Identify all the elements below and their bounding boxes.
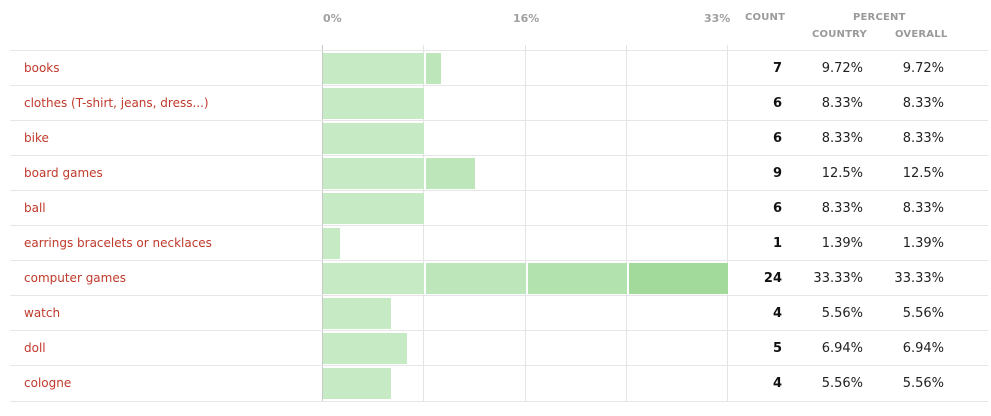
bar-segment (323, 228, 340, 259)
axis-tick-label: 0% (323, 12, 342, 25)
count-value: 7 (772, 61, 782, 76)
overall-percent-value: 5.56% (902, 376, 944, 391)
bar[interactable] (323, 53, 442, 84)
country-percent-value: 1.39% (821, 236, 863, 251)
bar-segment (323, 88, 425, 119)
table-row: bike 6 8.33% 8.33% (10, 120, 988, 156)
country-column-header: COUNTRY (812, 29, 867, 40)
table-row: ball 6 8.33% 8.33% (10, 190, 988, 226)
overall-percent-value: 8.33% (902, 201, 944, 216)
bar[interactable] (323, 193, 425, 224)
country-percent-value: 8.33% (821, 201, 863, 216)
category-label[interactable]: board games (24, 166, 103, 180)
count-value: 9 (772, 166, 782, 181)
country-percent-value: 8.33% (821, 131, 863, 146)
table-row: board games 9 12.5% 12.5% (10, 155, 988, 191)
axis-line (322, 45, 323, 401)
category-label[interactable]: clothes (T-shirt, jeans, dress...) (24, 96, 209, 110)
overall-percent-value: 9.72% (902, 61, 944, 76)
count-value: 4 (772, 376, 782, 391)
count-value: 1 (772, 236, 782, 251)
bar[interactable] (323, 228, 340, 259)
country-percent-value: 12.5% (821, 166, 863, 181)
bar[interactable] (323, 123, 425, 154)
overall-percent-value: 33.33% (894, 271, 944, 286)
bar[interactable] (323, 333, 408, 364)
overall-percent-value: 8.33% (902, 131, 944, 146)
gridline (727, 45, 728, 401)
table-row: earrings bracelets or necklaces 1 1.39% 1.3… (10, 225, 988, 261)
bar-segment (323, 298, 391, 329)
category-label[interactable]: ball (24, 201, 46, 215)
overall-percent-value: 1.39% (902, 236, 944, 251)
category-label[interactable]: doll (24, 341, 46, 355)
overall-percent-value: 12.5% (902, 166, 944, 181)
bar-segment (323, 368, 391, 399)
table-row: watch 4 5.56% 5.56% (10, 295, 988, 331)
category-label[interactable]: watch (24, 306, 61, 320)
category-label[interactable]: cologne (24, 376, 72, 390)
count-value: 6 (772, 201, 782, 216)
bar[interactable] (323, 263, 728, 294)
table-row: cologne 4 5.56% 5.56% (10, 365, 988, 402)
bar-segment (323, 263, 425, 294)
bar-segment (426, 53, 442, 84)
count-value: 5 (772, 341, 782, 356)
table-row: doll 5 6.94% 6.94% (10, 330, 988, 366)
overall-column-header: OVERALL (895, 29, 948, 40)
bar-segment (426, 263, 526, 294)
bar-segment (323, 53, 425, 84)
overall-percent-value: 6.94% (902, 341, 944, 356)
table-row: clothes (T-shirt, jeans, dress...) 6 8.33%… (10, 85, 988, 121)
bar-segment (628, 263, 728, 294)
country-percent-value: 5.56% (821, 376, 863, 391)
gridline (625, 45, 627, 401)
table-row: books 7 9.72% 9.72% (10, 50, 988, 86)
table-row: computer games 24 33.33% 33.33% (10, 260, 988, 296)
country-percent-value: 33.33% (813, 271, 863, 286)
category-label[interactable]: bike (24, 131, 49, 145)
country-percent-value: 5.56% (821, 306, 863, 321)
country-percent-value: 9.72% (821, 61, 863, 76)
count-value: 24 (763, 271, 782, 286)
axis-tick-label: 16% (513, 12, 540, 25)
bar[interactable] (323, 88, 425, 119)
overall-percent-value: 5.56% (902, 306, 944, 321)
category-label[interactable]: computer games (24, 271, 126, 285)
count-value: 6 (772, 96, 782, 111)
bar-segment (323, 193, 425, 224)
bar[interactable] (323, 298, 391, 329)
category-label[interactable]: earrings bracelets or necklaces (24, 236, 212, 250)
category-label[interactable]: books (24, 61, 60, 75)
bar[interactable] (323, 158, 475, 189)
bar-segment (426, 158, 475, 189)
gridline (524, 45, 526, 401)
count-value: 6 (772, 131, 782, 146)
country-percent-value: 6.94% (821, 341, 863, 356)
bar-segment (323, 158, 425, 189)
overall-percent-value: 8.33% (902, 96, 944, 111)
country-percent-value: 8.33% (821, 96, 863, 111)
bar-segment (527, 263, 627, 294)
bar-segment (323, 123, 425, 154)
axis-tick-label: 33% (704, 12, 731, 25)
bar[interactable] (323, 368, 391, 399)
bar-segment (323, 333, 408, 364)
count-value: 4 (772, 306, 782, 321)
percent-column-header: PERCENT (853, 12, 906, 23)
count-column-header: COUNT (745, 12, 786, 23)
